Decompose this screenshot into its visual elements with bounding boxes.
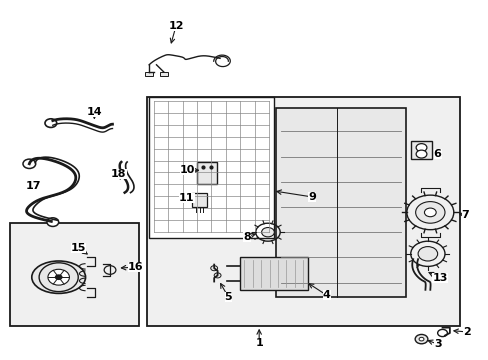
Circle shape (415, 144, 426, 152)
Text: 17: 17 (25, 181, 41, 192)
Circle shape (47, 218, 59, 226)
Bar (239, 257, 307, 290)
Text: 8: 8 (243, 231, 250, 242)
Bar (276, 108, 405, 297)
Text: 11: 11 (179, 193, 194, 203)
Bar (192, 193, 206, 207)
Bar (10, 223, 139, 326)
Text: 10: 10 (179, 165, 195, 175)
Text: 12: 12 (168, 21, 183, 31)
Circle shape (210, 266, 217, 271)
Circle shape (214, 273, 221, 278)
Text: 4: 4 (322, 290, 330, 300)
Text: 6: 6 (433, 149, 441, 159)
Circle shape (415, 202, 444, 223)
Ellipse shape (32, 261, 85, 293)
Text: 2: 2 (462, 327, 470, 337)
Text: 14: 14 (86, 107, 102, 117)
Circle shape (424, 208, 435, 217)
Bar (197, 162, 216, 184)
Text: 5: 5 (224, 292, 232, 302)
Circle shape (414, 334, 427, 344)
Bar (160, 72, 167, 76)
Bar (146, 97, 459, 326)
Circle shape (23, 159, 36, 168)
Text: 3: 3 (433, 339, 441, 349)
Bar (149, 97, 273, 238)
Circle shape (415, 150, 426, 158)
Text: 1: 1 (255, 338, 263, 348)
Text: 9: 9 (307, 192, 315, 202)
Text: 13: 13 (431, 273, 447, 283)
Bar (410, 141, 431, 159)
Circle shape (418, 337, 423, 341)
Circle shape (261, 228, 274, 237)
Circle shape (55, 274, 62, 280)
Circle shape (45, 119, 57, 127)
Text: 18: 18 (111, 168, 126, 179)
Circle shape (417, 247, 437, 261)
Text: 7: 7 (461, 210, 468, 220)
Bar (145, 72, 153, 76)
Text: 16: 16 (127, 262, 143, 272)
Text: 15: 15 (70, 243, 86, 253)
Circle shape (48, 269, 69, 285)
